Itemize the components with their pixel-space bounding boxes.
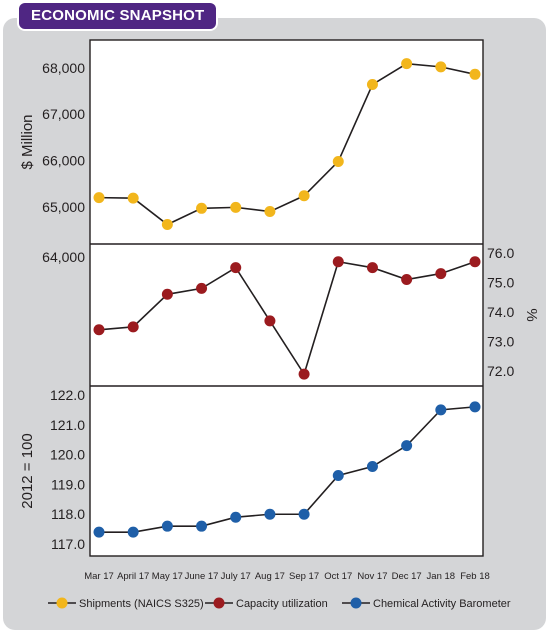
legend-label: Shipments (NAICS S325) (79, 598, 204, 610)
y-axis-title-right: % (523, 308, 540, 321)
y-tick-label: 120.0 (50, 447, 85, 463)
y-tick-label-right: 75.0 (487, 274, 514, 290)
data-point (264, 508, 276, 520)
x-tick-label: Dec 17 (392, 571, 422, 582)
y-tick-label: 66,000 (42, 153, 85, 169)
data-point (196, 202, 208, 214)
data-point (298, 508, 310, 520)
y-tick-label: 67,000 (42, 106, 85, 122)
data-point (127, 526, 139, 538)
data-point (127, 321, 139, 333)
x-tick-label: Nov 17 (357, 571, 387, 582)
x-tick-label: Feb 18 (460, 571, 490, 582)
x-tick-label: Mar 17 (84, 571, 114, 582)
data-point (401, 440, 413, 452)
data-point (332, 256, 344, 268)
y-tick-label-right: 74.0 (487, 304, 514, 320)
x-tick-label: Jan 18 (427, 571, 456, 582)
data-point (93, 324, 105, 336)
x-tick-label: Aug 17 (255, 571, 285, 582)
legend-marker (213, 597, 225, 609)
data-point (127, 192, 139, 204)
x-tick-label: Oct 17 (324, 571, 352, 582)
y-tick-label: 64,000 (42, 249, 85, 265)
data-point (161, 520, 173, 532)
data-point (230, 201, 242, 213)
header-title: ECONOMIC SNAPSHOT (19, 3, 217, 29)
y-axis-title: 2012 = 100 (19, 433, 36, 509)
data-point (435, 61, 447, 73)
data-point (469, 256, 481, 268)
data-point (161, 219, 173, 231)
y-tick-label: 119.0 (51, 476, 85, 492)
data-point (264, 315, 276, 327)
series-line (99, 406, 476, 533)
data-point (469, 68, 481, 80)
data-point (298, 190, 310, 202)
data-point (366, 79, 378, 91)
data-point (196, 282, 208, 294)
data-point (230, 262, 242, 274)
legend-marker (56, 597, 68, 609)
series-line (98, 260, 476, 377)
data-point (435, 404, 447, 416)
data-point (332, 469, 344, 481)
y-tick-label: 68,000 (42, 60, 85, 76)
x-tick-label: July 17 (221, 571, 251, 582)
legend-label: Capacity utilization (236, 598, 328, 610)
x-tick-label: May 17 (152, 571, 183, 582)
plot-area (89, 39, 484, 557)
data-point (366, 461, 378, 473)
legend-label: Chemical Activity Barometer (373, 598, 511, 610)
data-point (230, 511, 242, 523)
data-point (366, 262, 378, 274)
y-tick-label-right: 76.0 (487, 245, 514, 261)
y-tick-label: 117.0 (51, 536, 85, 552)
data-point (161, 288, 173, 300)
series-line (98, 62, 476, 226)
data-point (93, 526, 105, 538)
y-tick-label-right: 73.0 (487, 334, 514, 350)
data-point (435, 268, 447, 280)
data-point (401, 274, 413, 285)
data-point (469, 401, 481, 413)
data-point (401, 58, 413, 70)
legend-marker (350, 597, 362, 609)
data-point (332, 155, 344, 167)
x-tick-label: April 17 (117, 571, 149, 582)
y-tick-label: 118.0 (51, 506, 85, 522)
data-point (93, 192, 105, 204)
data-point (298, 368, 310, 380)
data-point (264, 206, 276, 218)
y-tick-label: 122.0 (50, 387, 85, 403)
y-axis-title: $ Million (19, 114, 36, 169)
y-tick-label: 121.0 (50, 417, 85, 433)
y-tick-label: 65,000 (42, 199, 85, 215)
y-tick-label-right: 72.0 (487, 363, 514, 379)
x-tick-label: Sep 17 (289, 571, 319, 582)
data-point (196, 520, 208, 532)
x-tick-label: June 17 (185, 571, 219, 582)
